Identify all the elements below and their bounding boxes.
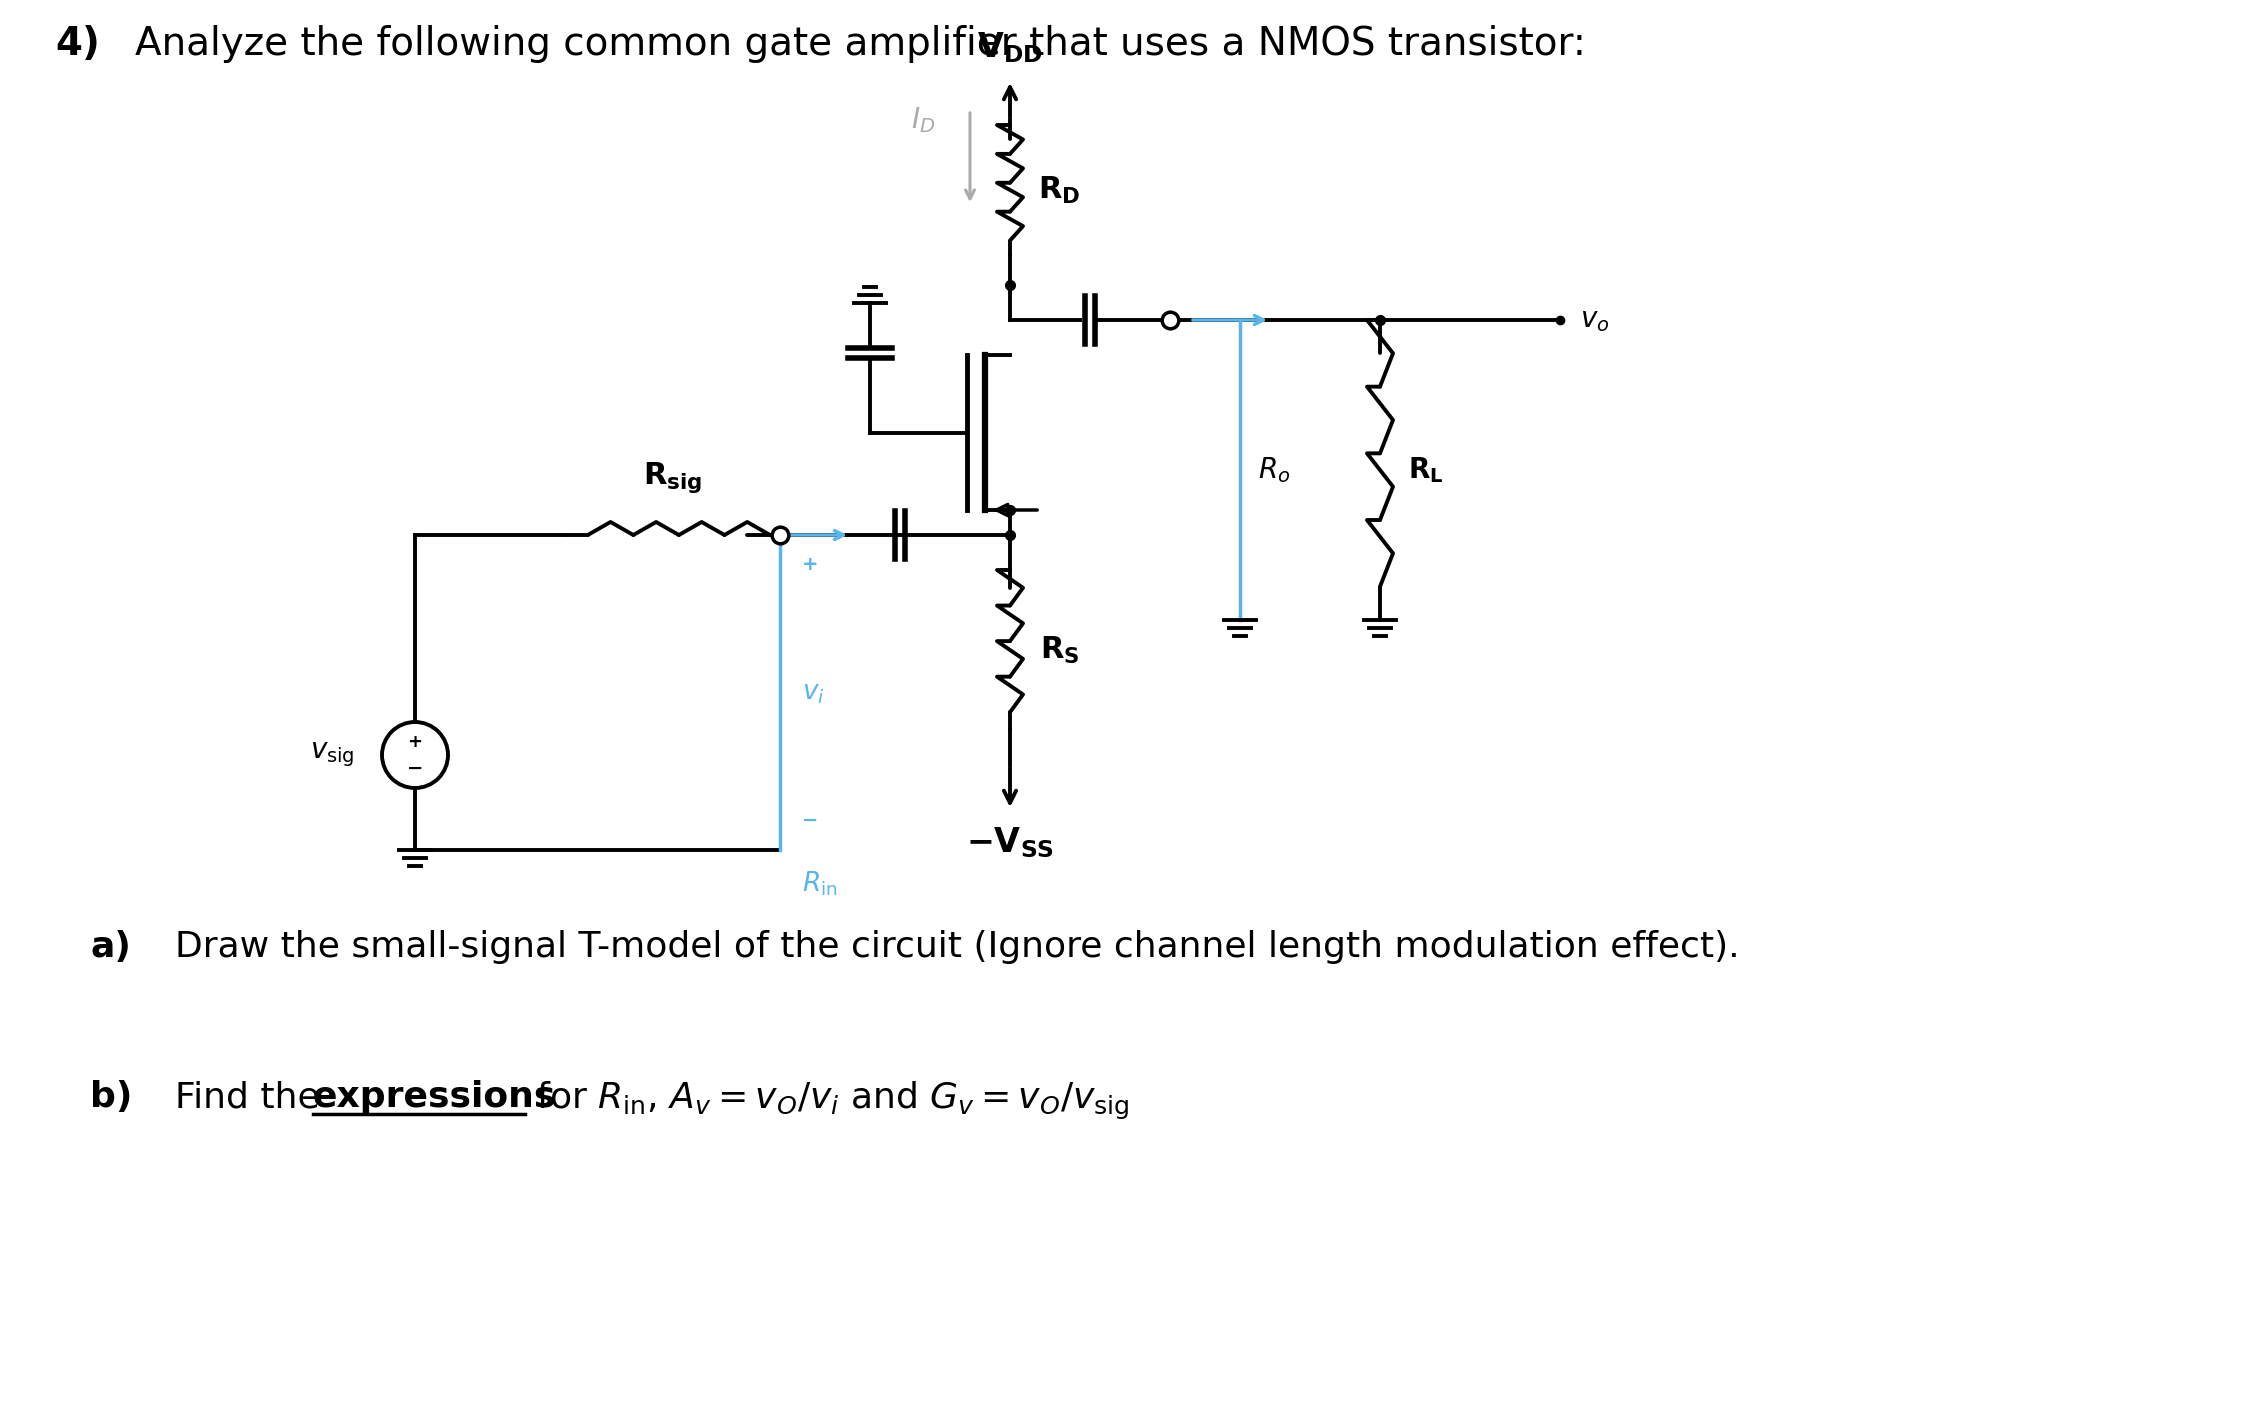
Text: $\mathbf{R_S}$: $\mathbf{R_S}$ xyxy=(1041,634,1079,666)
Text: b): b) xyxy=(90,1080,132,1114)
Text: Find the: Find the xyxy=(175,1080,332,1114)
Text: $v_o$: $v_o$ xyxy=(1579,306,1610,334)
Text: +: + xyxy=(803,556,819,574)
Text: +: + xyxy=(408,733,422,752)
Text: $\mathbf{R_L}$: $\mathbf{R_L}$ xyxy=(1409,455,1444,485)
Text: $\mathbf{-V_{SS}}$: $\mathbf{-V_{SS}}$ xyxy=(967,825,1054,860)
Text: −: − xyxy=(406,759,424,777)
Text: Analyze the following common gate amplifier that uses a NMOS transistor:: Analyze the following common gate amplif… xyxy=(135,25,1586,63)
Text: $v_i$: $v_i$ xyxy=(803,680,825,705)
Text: $\mathbf{R_D}$: $\mathbf{R_D}$ xyxy=(1039,175,1081,206)
Text: −: − xyxy=(803,811,819,829)
Text: $R_o$: $R_o$ xyxy=(1258,455,1290,485)
Text: $v_{\mathrm{sig}}$: $v_{\mathrm{sig}}$ xyxy=(310,740,354,770)
Text: $R_{\mathrm{in}}$: $R_{\mathrm{in}}$ xyxy=(803,870,837,898)
Text: a): a) xyxy=(90,931,130,964)
Text: 4): 4) xyxy=(56,25,101,63)
Text: $I_D$: $I_D$ xyxy=(911,104,935,135)
Text: expressions: expressions xyxy=(314,1080,556,1114)
Text: $\mathbf{R_{sig}}$: $\mathbf{R_{sig}}$ xyxy=(644,460,702,495)
Text: for $R_{\mathrm{in}}$, $A_v = v_O/v_i$ and $G_v = v_O/v_{\mathrm{sig}}$: for $R_{\mathrm{in}}$, $A_v = v_O/v_i$ a… xyxy=(525,1080,1130,1122)
Text: Draw the small-signal T-model of the circuit (Ignore channel length modulation e: Draw the small-signal T-model of the cir… xyxy=(175,931,1741,964)
Text: $\mathbf{V_{DD}}$: $\mathbf{V_{DD}}$ xyxy=(978,30,1043,65)
